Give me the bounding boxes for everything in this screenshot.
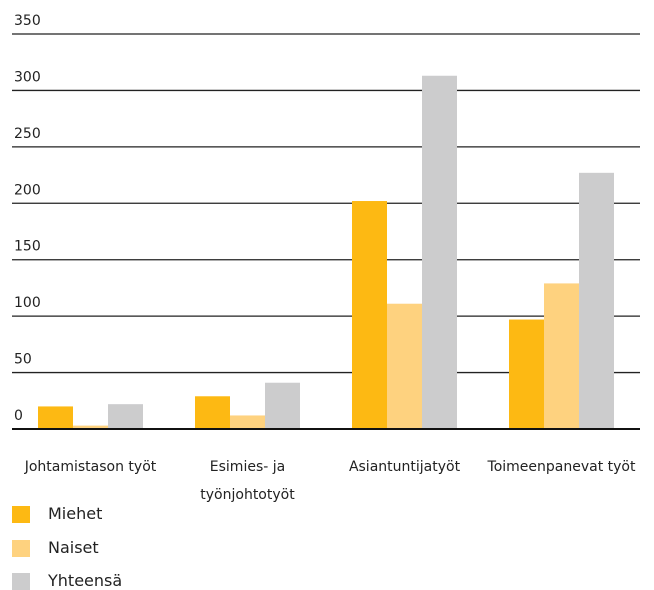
legend-swatch — [12, 539, 30, 557]
y-tick-label: 300 — [14, 69, 41, 85]
bar — [195, 396, 230, 429]
legend-swatch — [12, 573, 30, 590]
y-tick-label: 50 — [14, 352, 32, 368]
bar — [422, 75, 457, 429]
bar — [230, 415, 265, 429]
y-tick-label: 100 — [14, 295, 41, 311]
bar — [509, 319, 544, 429]
y-tick-label: 200 — [14, 182, 41, 198]
legend-label: Miehet — [48, 504, 103, 523]
bar — [38, 406, 73, 429]
legend-item: Miehet — [12, 504, 212, 524]
bar — [544, 283, 579, 429]
bar — [579, 172, 614, 430]
legend-label: Naiset — [48, 537, 99, 557]
x-tick-label: Esimies- ja työnjohtotyöt — [200, 459, 295, 503]
y-tick-label: 250 — [14, 126, 41, 142]
y-tick-label: 0 — [14, 408, 23, 424]
legend-label: Yhteensä — [48, 571, 123, 590]
y-tick-label: 150 — [14, 239, 41, 255]
x-tick-label: Toimeenpanevat työt — [487, 459, 636, 475]
bar — [265, 382, 300, 429]
bar — [352, 201, 387, 429]
bar — [108, 404, 143, 429]
legend-item: Yhteensä — [12, 571, 212, 590]
x-tick-label: Johtamistason työt — [24, 459, 157, 475]
bar — [73, 425, 108, 429]
x-tick-label: Asiantuntijatyöt — [348, 459, 461, 475]
bar — [387, 303, 422, 429]
y-tick-label: 350 — [14, 13, 41, 29]
legend-item: Naiset — [12, 537, 212, 558]
legend-swatch — [12, 506, 30, 523]
